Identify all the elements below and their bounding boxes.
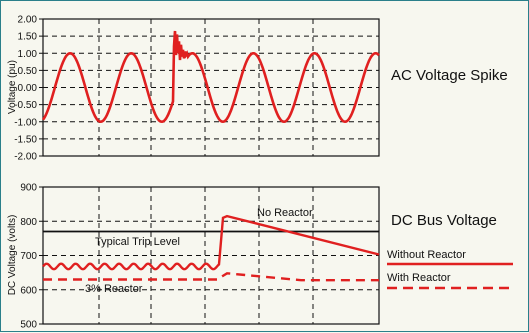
ac-y-tick-label: 0.50 bbox=[18, 66, 38, 77]
dc-y-tick-label: 500 bbox=[20, 320, 37, 331]
ac-voltage-series bbox=[41, 30, 380, 124]
trip-level-label: Typical Trip Level bbox=[95, 236, 180, 248]
dc-chart-title: DC Bus Voltage bbox=[391, 212, 497, 229]
ac-y-tick-label: 1.00 bbox=[18, 49, 38, 60]
dc-grid bbox=[43, 187, 379, 324]
ac-y-ticks: 2.00 1.50 1.00 0.50 0.00 -0.50 -1.00 -1.50 -2.00 bbox=[14, 15, 43, 163]
dc-y-axis-label: DC Voltage (volts) bbox=[7, 215, 18, 296]
ac-y-tick-label: 0.00 bbox=[18, 83, 38, 94]
ac-y-tick-label: -1.50 bbox=[14, 134, 37, 145]
dc-plot-area bbox=[42, 186, 380, 325]
ac-grid bbox=[43, 19, 379, 156]
ac-y-axis-label: Voltage (pu) bbox=[7, 60, 18, 114]
without-reactor-series bbox=[42, 214, 380, 271]
ac-y-tick-label: -0.50 bbox=[14, 100, 37, 111]
reactor-note-label: 3% Reactor bbox=[85, 283, 143, 295]
with-reactor-series bbox=[43, 272, 379, 282]
dc-bus-chart: 900 800 700 600 500 DC Voltage (volts) DC Bu… bbox=[7, 183, 513, 331]
dc-y-ticks: 900 800 700 600 500 bbox=[20, 183, 43, 331]
dc-y-tick-label: 700 bbox=[20, 251, 37, 262]
ac-y-tick-label: -2.00 bbox=[14, 152, 37, 163]
ac-chart-title: AC Voltage Spike bbox=[391, 67, 508, 84]
ac-y-tick-label: -1.00 bbox=[14, 117, 37, 128]
dc-y-tick-label: 600 bbox=[20, 285, 37, 296]
no-reactor-label: No Reactor bbox=[257, 207, 313, 219]
legend-without-reactor: Without Reactor bbox=[387, 249, 466, 261]
ac-y-tick-label: 2.00 bbox=[18, 15, 38, 26]
ac-y-tick-label: 1.50 bbox=[18, 32, 38, 43]
dc-y-tick-label: 800 bbox=[20, 217, 37, 228]
dc-y-tick-label: 900 bbox=[20, 183, 37, 194]
legend-with-reactor: With Reactor bbox=[387, 272, 451, 284]
ac-voltage-chart: 2.00 1.50 1.00 0.50 0.00 -0.50 -1.00 -1.50 -2.00… bbox=[7, 15, 508, 163]
